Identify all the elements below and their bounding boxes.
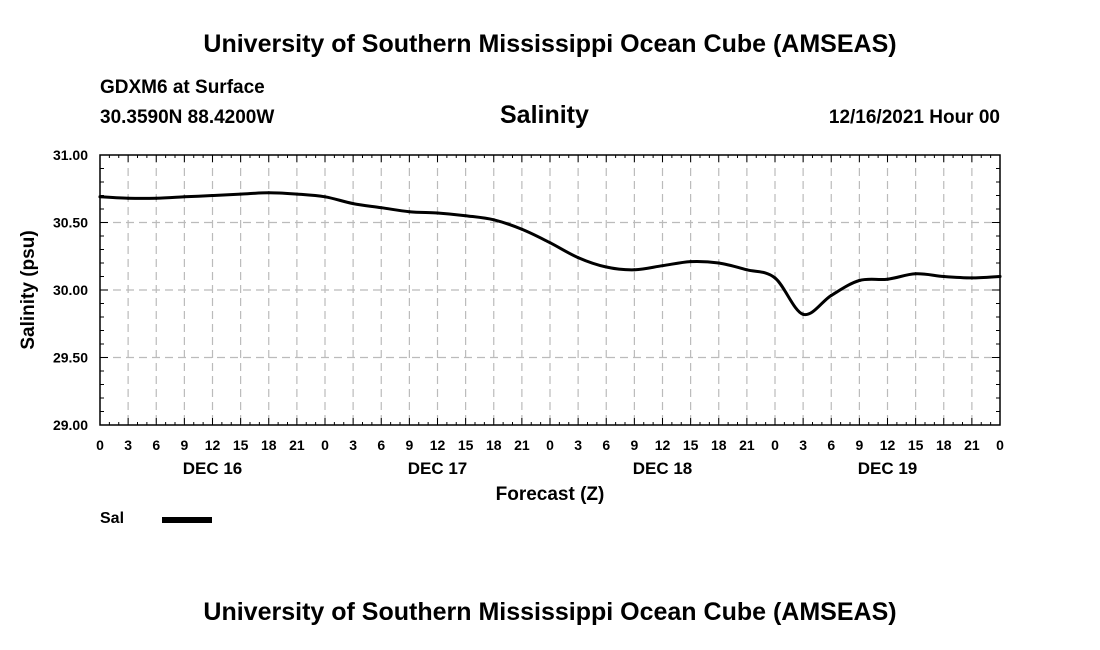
day-label: DEC 18 [633, 459, 693, 478]
x-tick-label: 6 [827, 437, 835, 453]
data-point [211, 194, 214, 197]
data-point [182, 195, 186, 199]
y-tick-label: 30.00 [53, 282, 88, 298]
y-tick-label: 31.00 [53, 147, 88, 163]
x-tick-label: 0 [996, 437, 1004, 453]
data-point [717, 261, 721, 265]
chart-title: Salinity [500, 101, 589, 129]
day-label: DEC 16 [183, 459, 243, 478]
x-tick-label: 21 [514, 437, 530, 453]
data-point [407, 210, 411, 214]
data-point [436, 211, 439, 215]
x-tick-label: 9 [180, 437, 188, 453]
data-point [323, 195, 327, 199]
data-point [689, 260, 693, 264]
series-layer [98, 191, 1002, 317]
x-tick-label: 12 [430, 437, 446, 453]
tick-labels: 29.00 29.50 30.00 30.50 31.00 0 3 6 9 12 15 18 21 0 3 6… [18, 147, 1004, 505]
data-point [351, 202, 355, 206]
data-point [829, 293, 833, 297]
x-tick-label: 15 [458, 437, 474, 453]
x-tick-label: 21 [739, 437, 755, 453]
y-tick-label: 30.50 [53, 215, 88, 231]
x-tick-label: 12 [880, 437, 896, 453]
x-tick-label: 18 [936, 437, 952, 453]
y-axis-title: Salinity (psu) [18, 230, 39, 349]
data-point [126, 196, 130, 200]
day-label: DEC 19 [858, 459, 918, 478]
data-point [267, 191, 271, 195]
x-tick-label: 6 [152, 437, 160, 453]
data-point [942, 275, 946, 278]
x-tick-label: 21 [289, 437, 305, 453]
data-point [98, 195, 102, 199]
x-tick-label: 18 [486, 437, 502, 453]
data-point [239, 192, 243, 196]
x-tick-label: 9 [630, 437, 638, 453]
forecast-datetime: 12/16/2021 Hour 00 [828, 107, 1000, 128]
data-point [632, 268, 636, 272]
x-tick-label: 9 [855, 437, 863, 453]
x-tick-label: 6 [377, 437, 385, 453]
page-title: University of Southern Mississippi Ocean… [203, 30, 897, 58]
x-tick-label: 15 [683, 437, 699, 453]
x-tick-label: 15 [233, 437, 249, 453]
data-point [970, 276, 974, 280]
data-point [492, 218, 496, 222]
coordinates-label: 30.3590N 88.4200W [100, 107, 275, 128]
legend-label: Sal [100, 510, 125, 527]
data-point [464, 214, 468, 218]
x-axis-title: Forecast (Z) [496, 484, 605, 505]
y-tick-label: 29.50 [53, 350, 88, 366]
x-tick-label: 9 [405, 437, 413, 453]
y-tick-label: 29.00 [53, 417, 88, 433]
x-tick-label: 21 [964, 437, 980, 453]
data-point [154, 196, 158, 200]
data-point [914, 272, 918, 276]
data-point [576, 256, 580, 260]
x-tick-label: 18 [711, 437, 727, 453]
data-point [604, 265, 608, 269]
data-point [886, 277, 889, 281]
x-tick-label: 0 [321, 437, 329, 453]
x-tick-label: 12 [205, 437, 221, 453]
data-point [773, 276, 777, 280]
station-label: GDXM6 at Surface [100, 77, 265, 98]
grid-lines [100, 155, 1000, 425]
x-tick-label: 0 [771, 437, 779, 453]
x-tick-label: 12 [655, 437, 671, 453]
data-point [801, 312, 805, 316]
x-tick-label: 3 [574, 437, 582, 453]
data-point [661, 264, 664, 268]
axes [99, 154, 1001, 426]
x-tick-label: 0 [546, 437, 554, 453]
x-tick-label: 0 [96, 437, 104, 453]
x-tick-label: 6 [602, 437, 610, 453]
data-point [520, 227, 524, 231]
x-tick-label: 18 [261, 437, 277, 453]
day-label: DEC 17 [408, 459, 468, 478]
footer-title: University of Southern Mississippi Ocean… [203, 598, 897, 626]
data-point [998, 275, 1002, 278]
data-point [745, 268, 749, 272]
x-tick-label: 3 [799, 437, 807, 453]
data-point [548, 241, 552, 245]
x-tick-label: 3 [349, 437, 357, 453]
legend-line-swatch [162, 517, 212, 523]
data-point [857, 279, 861, 282]
data-point [379, 206, 383, 210]
x-tick-label: 3 [124, 437, 132, 453]
x-tick-label: 15 [908, 437, 924, 453]
data-point [295, 192, 299, 196]
